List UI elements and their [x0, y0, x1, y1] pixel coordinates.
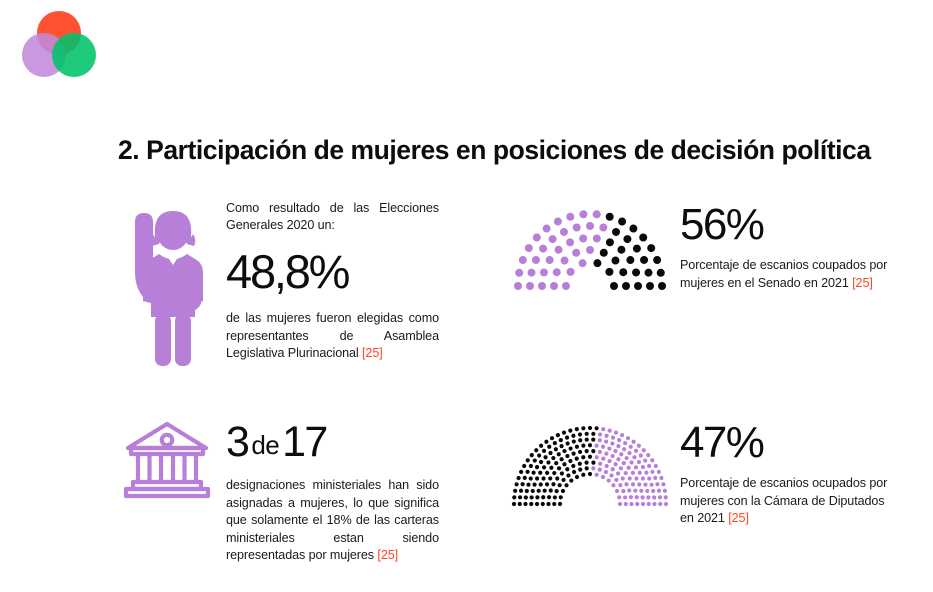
ministries-body-copy: designaciones ministeriales han sido asi… [226, 478, 439, 563]
deputies-body-text: Porcentaje de escanios ocupados por muje… [680, 475, 900, 528]
senate-body-copy: Porcentaje de escanios coupados por muje… [680, 258, 888, 290]
assembly-body-text: de las mujeres fueron elegidas como repr… [226, 310, 439, 363]
stat-cell-ministries: 3 de17 designaciones ministeriales han si… [108, 418, 439, 565]
stat-cell-deputies: 47% Porcentaje de escanios ocupados por … [500, 418, 900, 528]
hemicycle-deputies-chart [500, 418, 680, 510]
assembly-lead-text: Como resultado de las Elecciones General… [226, 201, 439, 232]
deputies-figure: 47% [680, 418, 765, 467]
hemicycle-senate-chart [500, 200, 680, 292]
woman-raised-arm-icon [108, 200, 226, 372]
senate-body-text: Porcentaje de escanios coupados por muje… [680, 257, 900, 292]
logo-circle-green [52, 33, 96, 77]
deputies-body-copy-2: 2021 [697, 511, 725, 526]
ministries-body-text: designaciones ministeriales han sido asi… [226, 477, 439, 565]
senate-figure: 56% [680, 200, 765, 249]
deputies-reference[interactable]: [25] [728, 511, 749, 526]
assembly-body-copy: de las mujeres fueron elegidas como repr… [226, 311, 439, 361]
senate-reference[interactable]: [25] [852, 275, 873, 290]
deputies-body-copy: Porcentaje de escanios ocupados por muje… [680, 476, 888, 526]
stat-cell-assembly: Como resultado de las Elecciones General… [108, 200, 439, 372]
venn-circles-logo [22, 10, 96, 78]
assembly-reference[interactable]: [25] [362, 346, 383, 361]
assembly-figure: 48,8% [226, 245, 350, 298]
page-title: 2. Participación de mujeres en posicione… [118, 134, 871, 165]
ministries-reference[interactable]: [25] [377, 548, 399, 563]
ministries-figure-denominator: 17 [282, 418, 328, 466]
ministries-figure-word: de [251, 430, 280, 460]
ministries-figure-numerator: 3 [226, 418, 250, 466]
ministries-figure: 3 de17 [226, 418, 439, 470]
stat-cell-senate: 56% Porcentaje de escanios coupados por … [500, 200, 900, 292]
government-building-icon [108, 418, 226, 502]
